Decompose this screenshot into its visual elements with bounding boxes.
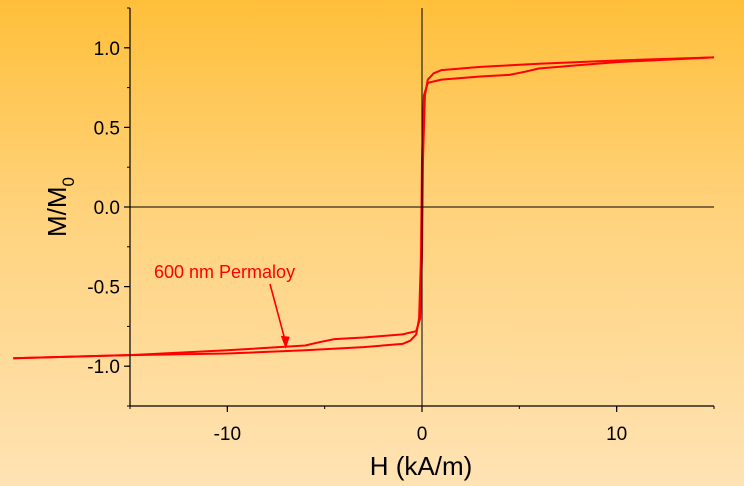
y-axis-title: M/M0 bbox=[42, 177, 78, 237]
y-tick-label: 0.5 bbox=[94, 118, 120, 139]
x-tick-label: 10 bbox=[606, 424, 627, 445]
labels: H (kA/m) M/M0 600 nm Permaloy bbox=[42, 177, 472, 481]
y-axis-title-main: M/M bbox=[42, 186, 72, 237]
annotation-label: 600 nm Permaloy bbox=[154, 262, 295, 282]
y-tick-label: -1.0 bbox=[87, 357, 120, 378]
x-tick-label: 0 bbox=[417, 424, 428, 445]
annotation-arrow-line bbox=[269, 283, 287, 343]
x-tick-label: -10 bbox=[214, 424, 241, 445]
y-tick-label: 0.0 bbox=[94, 198, 120, 219]
x-axis-title: H (kA/m) bbox=[370, 451, 473, 481]
y-axis-title-group: M/M0 bbox=[42, 177, 78, 237]
y-tick-label: -0.5 bbox=[87, 278, 120, 299]
y-axis-title-subscript: 0 bbox=[59, 177, 78, 186]
y-tick-label: 1.0 bbox=[94, 39, 120, 60]
annotation-arrow-head bbox=[280, 335, 290, 349]
axes: -1.0 -0.5 0.0 0.5 1.0 -10 0 10 bbox=[87, 7, 715, 445]
